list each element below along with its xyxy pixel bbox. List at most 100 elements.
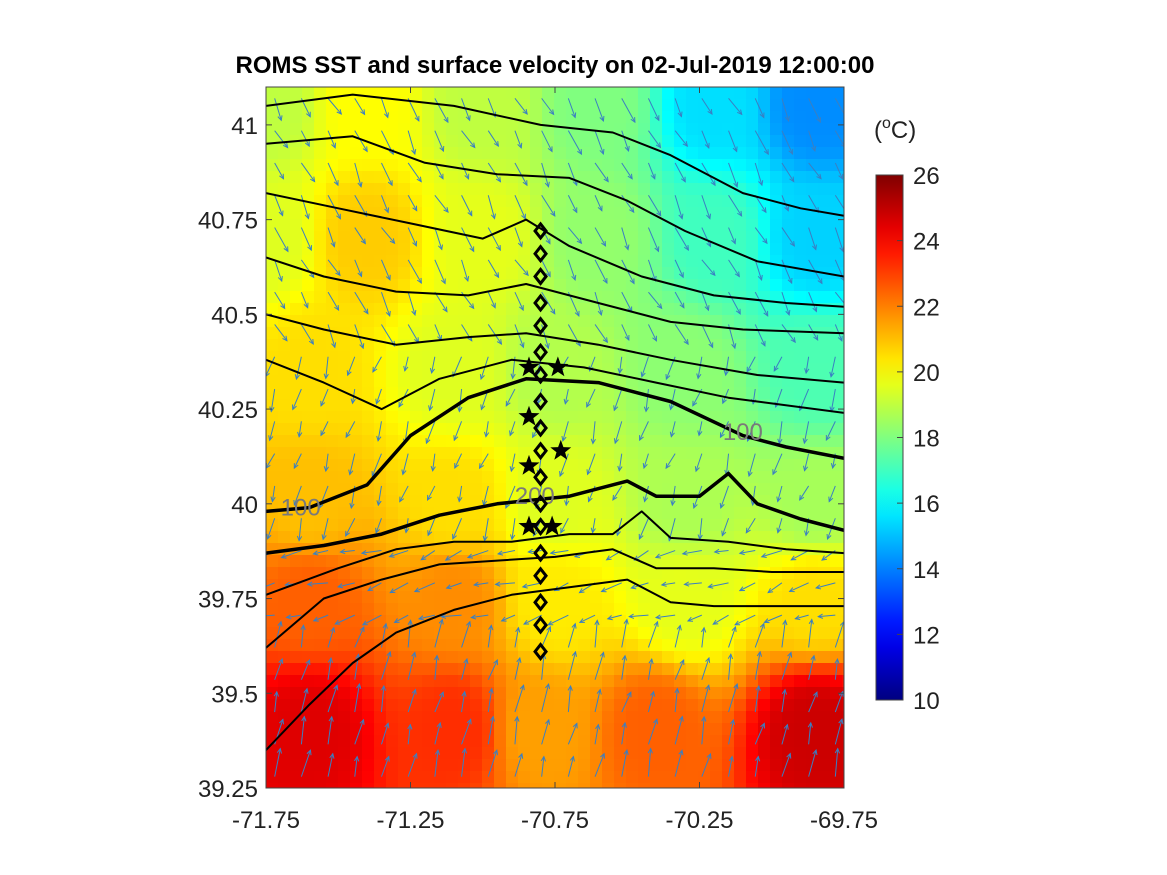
- velocity-arrow-head: [786, 752, 792, 759]
- sst-cell: [650, 219, 663, 232]
- sst-cell: [494, 291, 507, 304]
- sst-cell: [770, 459, 783, 472]
- velocity-arrow: [638, 518, 649, 540]
- sst-cell: [374, 615, 387, 628]
- sst-cell: [494, 471, 507, 484]
- sst-cell: [446, 327, 459, 340]
- velocity-arrow-head: [493, 659, 498, 666]
- velocity-arrow: [834, 659, 838, 680]
- velocity-arrow: [354, 227, 366, 244]
- station-diamond: [533, 642, 548, 662]
- sst-cell: [818, 699, 831, 712]
- sst-cell: [278, 351, 291, 364]
- velocity-arrow: [781, 227, 795, 247]
- sst-cell: [794, 255, 807, 268]
- sst-cell: [506, 195, 519, 208]
- sst-cell: [746, 663, 759, 676]
- sst-cell: [710, 303, 723, 316]
- velocity-arrow-head: [545, 682, 551, 690]
- sst-cell: [590, 543, 603, 556]
- velocity-arrow-head: [398, 401, 404, 408]
- sst-cell: [386, 759, 399, 772]
- sst-cell: [566, 135, 579, 148]
- sst-cell: [266, 483, 279, 496]
- velocity-arrow: [429, 388, 436, 411]
- sst-cell: [626, 123, 639, 136]
- sst-cell: [602, 135, 615, 148]
- velocity-arrow-head: [586, 401, 591, 408]
- sst-cell: [746, 279, 759, 292]
- sst-cell: [362, 675, 375, 688]
- sst-cell: [734, 591, 747, 604]
- velocity-arrow: [754, 324, 766, 347]
- sst-cell: [266, 159, 279, 172]
- velocity-arrow-head: [785, 309, 791, 316]
- velocity-arrow: [773, 356, 783, 372]
- sst-cell: [578, 159, 591, 172]
- sst-cell: [290, 495, 303, 508]
- velocity-arrow-head: [385, 274, 391, 281]
- velocity-arrow-head: [571, 650, 577, 657]
- velocity-arrow-head: [776, 496, 782, 503]
- sst-cell: [518, 687, 531, 700]
- velocity-arrow: [594, 324, 608, 343]
- velocity-arrow: [313, 550, 329, 555]
- sst-cell: [302, 339, 315, 352]
- sst-cell: [410, 315, 423, 328]
- velocity-arrow: [647, 748, 652, 777]
- sst-cell: [578, 591, 591, 604]
- velocity-arrow-head: [545, 718, 551, 725]
- sst-cell: [578, 315, 591, 328]
- sst-cell: [602, 159, 615, 172]
- velocity-arrow: [461, 748, 466, 777]
- velocity-arrow: [621, 98, 636, 123]
- sst-cell: [446, 135, 459, 148]
- velocity-arrow-head: [790, 337, 796, 344]
- sst-cell: [842, 291, 844, 304]
- velocity-arrow: [687, 614, 703, 622]
- sst-cell: [386, 255, 399, 268]
- sst-cell: [734, 111, 747, 124]
- sst-cell: [686, 507, 699, 520]
- sst-cell: [650, 771, 663, 784]
- velocity-arrow: [505, 388, 516, 407]
- sst-cell: [482, 411, 495, 424]
- sst-cell: [710, 267, 723, 280]
- sst-cell: [338, 147, 351, 160]
- velocity-arrow: [645, 388, 649, 412]
- velocity-arrow: [818, 614, 836, 618]
- sst-cell: [758, 747, 771, 760]
- velocity-arrow-head: [681, 550, 688, 556]
- sst-cell: [746, 447, 759, 460]
- sst-cell: [386, 135, 399, 148]
- sst-cell: [266, 183, 279, 196]
- velocity-arrow-head: [650, 173, 656, 180]
- sst-cell: [506, 303, 519, 316]
- velocity-arrow-head: [436, 721, 442, 728]
- sst-cell: [806, 435, 819, 448]
- velocity-arrow: [454, 453, 463, 469]
- sst-cell: [290, 663, 303, 676]
- sst-cell: [494, 531, 507, 544]
- velocity-arrow-head: [327, 656, 334, 663]
- sst-cell: [482, 123, 495, 136]
- sst-cell: [770, 183, 783, 196]
- velocity-arrow: [808, 98, 821, 123]
- sst-cell: [794, 387, 807, 400]
- sst-cell: [554, 327, 567, 340]
- velocity-arrow: [445, 550, 462, 561]
- sst-cell: [386, 555, 399, 568]
- velocity-arrow-head: [602, 337, 609, 344]
- sst-cell: [662, 183, 675, 196]
- sst-cell: [458, 459, 471, 472]
- sst-cell: [758, 591, 771, 604]
- sst-cell: [614, 555, 627, 568]
- sst-cell: [374, 123, 387, 136]
- sst-cell: [794, 591, 807, 604]
- sst-cell: [410, 147, 423, 160]
- velocity-arrow: [286, 614, 302, 618]
- sst-cell: [398, 651, 411, 664]
- velocity-arrow: [808, 692, 818, 713]
- velocity-arrow-head: [755, 684, 761, 691]
- sst-cell: [314, 639, 327, 652]
